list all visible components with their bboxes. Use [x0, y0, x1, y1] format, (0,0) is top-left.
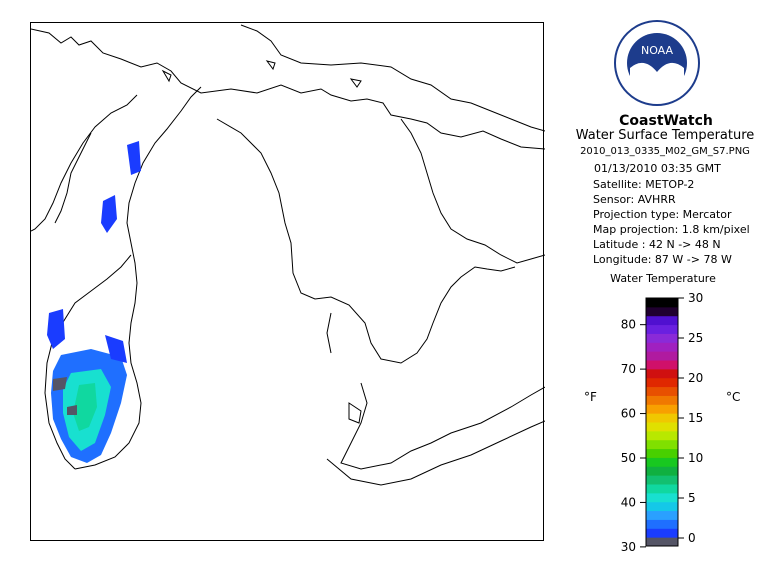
lake-michigan-west-shore [31, 94, 138, 232]
celsius-tick-label: 20 [688, 371, 703, 385]
fahrenheit-tick-label: 50 [621, 451, 636, 465]
lake-michigan-east-shore [74, 86, 202, 470]
image-datetime: 01/13/2010 03:35 GMT [594, 162, 721, 175]
door-peninsula [54, 132, 92, 224]
meta-longitude: Longitude: 87 W -> 78 W [593, 253, 732, 266]
celsius-tick-label: 10 [688, 451, 703, 465]
fahrenheit-tick-label: 60 [621, 407, 636, 421]
colorbar-swatch [646, 528, 678, 538]
islands [161, 60, 362, 88]
unit-celsius: °C [726, 390, 741, 404]
colorbar-swatch [646, 386, 678, 396]
colorbar-swatch [646, 315, 678, 326]
meta-sensor: Sensor: AVHRR [593, 193, 676, 206]
northern-patches [47, 141, 141, 363]
file-name: 2010_013_0335_M02_GM_S7.PNG [580, 146, 750, 157]
meta-projection-type: Projection type: Mercator [593, 208, 732, 221]
legend-title: Water Temperature [610, 272, 716, 285]
georgian-bay [400, 118, 545, 264]
colorbar-swatch [646, 519, 678, 529]
colorbar-swatch [646, 360, 678, 370]
colorbar-swatch [646, 342, 678, 352]
lake-erie-south-shore [326, 420, 545, 486]
colorbar-swatch [646, 430, 678, 441]
colorbar-swatch [646, 457, 678, 467]
lower-peninsula-east-shore [216, 118, 516, 364]
colorbar-swatch [646, 377, 678, 388]
fahrenheit-tick-label: 70 [621, 362, 636, 376]
upper-peninsula-coastline [31, 28, 545, 150]
colorbar-outline [645, 297, 679, 547]
colorbar-swatch [646, 298, 678, 308]
colorbar-swatch [646, 448, 678, 458]
colorbar-swatch [646, 395, 678, 405]
lake-st-clair [348, 402, 362, 424]
colorbar-swatch [646, 351, 678, 361]
celsius-tick-label: 15 [688, 411, 703, 425]
great-lakes-map [31, 24, 545, 486]
colorbar-swatch [646, 510, 678, 520]
colorbar-swatch [646, 439, 678, 450]
colorbar-swatch [646, 537, 678, 547]
colorbar-swatch [646, 404, 678, 414]
colorbar-swatch [646, 501, 678, 512]
shore-dark-pixels [53, 377, 77, 415]
colorbar-swatch [646, 306, 678, 317]
map-frame [30, 22, 545, 541]
meta-satellite: Satellite: METOP-2 [593, 178, 695, 191]
unit-fahrenheit: °F [584, 390, 597, 404]
warm-core-region [73, 383, 97, 431]
colorbar-swatch [646, 422, 678, 432]
fahrenheit-tick-label: 30 [621, 540, 636, 554]
colorbar-swatch [646, 466, 678, 476]
meta-map-projection: Map projection: 1.8 km/pixel [593, 223, 750, 236]
meta-latitude: Latitude : 42 N -> 48 N [593, 238, 721, 251]
celsius-tick-label: 25 [688, 331, 703, 345]
colorbar-swatch [646, 484, 678, 494]
temperature-data [47, 141, 141, 463]
colorbar-swatch [646, 475, 678, 485]
colorbar-swatch [646, 324, 678, 334]
temperature-colorbar: 0 5 10 15 20 25 30 30 40 50 60 70 80 [621, 292, 704, 554]
noaa-logo-text: NOAA [641, 44, 674, 57]
celsius-tick-label: 5 [688, 491, 696, 505]
noaa-logo: NOAA [614, 20, 700, 106]
fahrenheit-tick-label: 40 [621, 495, 636, 509]
colorbar-swatch [646, 368, 678, 379]
colorbar-swatch [646, 413, 678, 423]
saginaw-bay [326, 312, 332, 354]
colorbar-swatch [646, 492, 678, 503]
fahrenheit-tick-label: 80 [621, 318, 636, 332]
colorbar-swatch [646, 333, 678, 343]
lake-superior-north-shore [240, 24, 545, 132]
celsius-tick-label: 0 [688, 531, 696, 545]
noaa-seagull-icon [630, 62, 684, 95]
celsius-tick-label: 30 [688, 292, 703, 305]
brand-title: CoastWatch [619, 113, 713, 129]
lake-erie-north-shore [340, 382, 545, 470]
product-subtitle: Water Surface Temperature [575, 128, 755, 143]
